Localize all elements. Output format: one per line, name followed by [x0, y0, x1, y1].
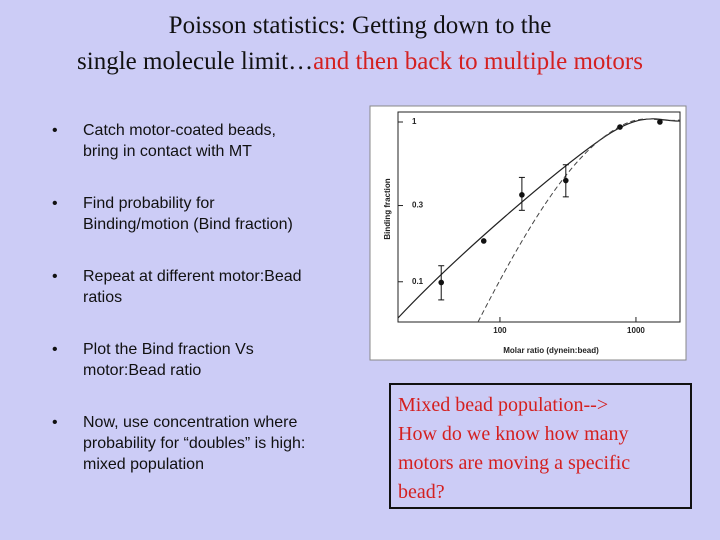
fit-curve-dashed [477, 118, 681, 323]
bullet-symbol: • [52, 268, 58, 285]
callout-line: motors are moving a specific [398, 452, 631, 474]
y-tick-label: 0.1 [412, 277, 424, 286]
bullet-line: Plot the Bind fraction Vs [83, 341, 254, 358]
figure-frame [369, 105, 687, 361]
title-line: single molecule limit…and then back to m… [0, 48, 720, 76]
bullet-symbol: • [52, 195, 58, 212]
bullet-symbol: • [52, 414, 58, 431]
data-point [438, 279, 445, 286]
x-tick-label: 100 [493, 326, 507, 335]
data-point [563, 177, 569, 184]
bullet-line: ratios [83, 289, 123, 306]
y-tick-label: 0.3 [412, 201, 424, 210]
y-tick-label: 1 [412, 117, 417, 126]
bullet-line: mixed population [83, 456, 204, 473]
fit-curve [397, 118, 681, 319]
data-point [519, 192, 525, 198]
data-point [480, 238, 487, 244]
bullet-line: Binding/motion (Bind fraction) [83, 216, 293, 233]
callout-box: Mixed bead population--> How do we know h… [389, 383, 692, 509]
plot-frame [397, 111, 681, 323]
data-point [617, 124, 623, 130]
bullet-line: probability for “doubles” is high: [83, 435, 306, 452]
bullet: • Find probability for Binding/motion (Bin… [52, 193, 305, 235]
bullet-line: bring in contact with MT [83, 143, 252, 160]
x-tick-label: 1000 [627, 326, 645, 335]
bullet-line: Catch motor-coated beads, [83, 122, 276, 139]
y-axis-label: Binding fraction [383, 178, 392, 239]
bullet: • Now, use concentration where probability… [52, 412, 305, 475]
bullet-symbol: • [52, 341, 58, 358]
callout-line: bead? [398, 481, 445, 503]
title-line: Poisson statistics: Getting down to the [168, 12, 552, 39]
title-text: single molecule limit… [77, 48, 314, 75]
bullet-line: motor:Bead ratio [83, 362, 202, 379]
callout-line: How do we know how many [398, 423, 629, 445]
bullet-symbol: • [52, 122, 58, 139]
bullet-list: • Catch motor-coated beads, bring in conta… [52, 120, 305, 506]
x-axis-label: Molar ratio (dynein:bead) [503, 346, 599, 355]
callout-line: Mixed bead population--> [398, 394, 609, 416]
bullet: • Plot the Bind fraction Vs motor:Bead rat… [52, 339, 305, 381]
data-point [657, 119, 663, 125]
bullet: • Repeat at different motor:Bead ratios [52, 266, 305, 308]
bullet-line: Now, use concentration where [83, 414, 298, 431]
bullet: • Catch motor-coated beads, bring in conta… [52, 120, 305, 162]
bullet-line: Find probability for [83, 195, 215, 212]
bullet-line: Repeat at different motor:Bead [83, 268, 302, 285]
title-text-red: and then back to multiple motors [313, 48, 643, 75]
